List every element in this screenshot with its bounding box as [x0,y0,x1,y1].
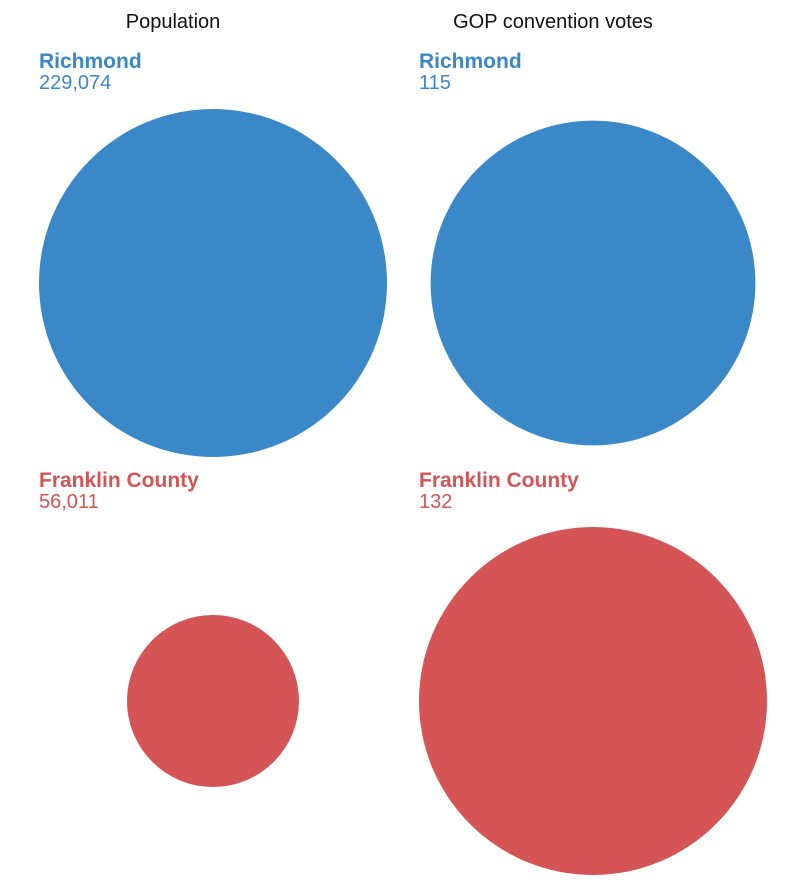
bubbles-group [39,109,767,875]
label-population-richmond-value: 229,074 [39,72,111,94]
bubble-population-richmond [39,109,387,457]
bubble-population-franklin-county [127,615,299,787]
label-population-franklin-name: Franklin County [39,469,199,492]
bubble-votes-franklin-county [419,527,767,875]
label-population-richmond-name: Richmond [39,50,142,73]
label-population-franklin-value: 56,011 [39,491,99,513]
label-votes-richmond-value: 115 [419,72,451,94]
panel-title-convention-votes: GOP convention votes [453,11,653,33]
panel-title-population: Population [126,11,221,33]
label-votes-richmond-name: Richmond [419,50,522,73]
bubble-votes-richmond [430,120,756,446]
label-votes-franklin-value: 132 [419,491,452,513]
label-votes-franklin-name: Franklin County [419,469,579,492]
